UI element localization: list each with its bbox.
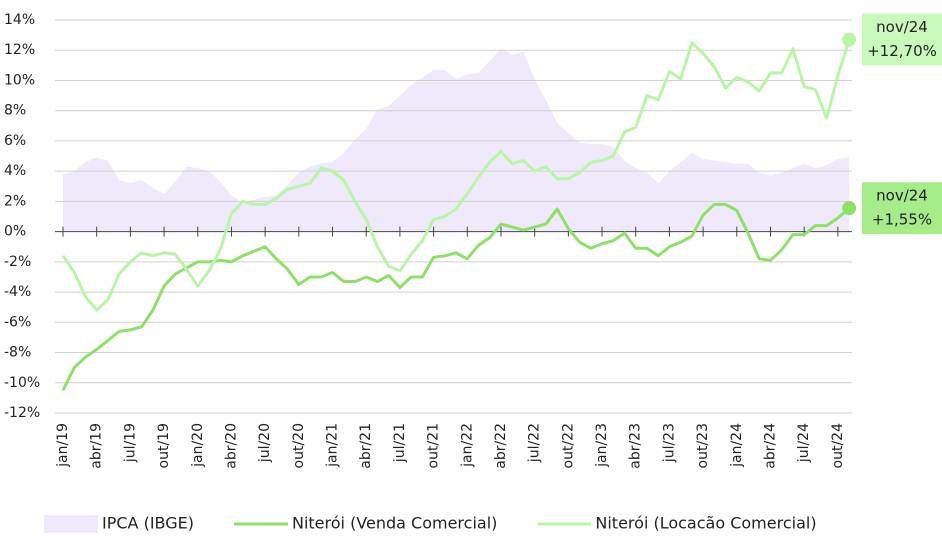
- y-tick-label: -2%: [4, 254, 31, 270]
- x-tick-label: jul/21: [392, 423, 408, 463]
- annotation-text: nov/24: [876, 187, 928, 205]
- y-tick-label: 12%: [4, 42, 35, 58]
- line: [61, 39, 851, 312]
- x-tick-label: out/23: [695, 423, 711, 468]
- x-tick-label: jan/19: [55, 423, 71, 468]
- x-tick-label: jan/22: [459, 423, 475, 468]
- y-tick-label: 10%: [4, 72, 35, 88]
- y-tick-label: -8%: [4, 345, 31, 361]
- x-tick-label: abr/21: [358, 423, 374, 469]
- y-tick-label: 14%: [4, 12, 35, 28]
- x-tick-label: out/22: [560, 423, 576, 468]
- y-tick-label: -10%: [4, 375, 40, 391]
- x-tick-label: abr/24: [762, 423, 778, 469]
- y-tick-label: -12%: [4, 405, 40, 421]
- end-point: [842, 201, 857, 216]
- annotation-box: [862, 13, 942, 66]
- x-tick-label: jul/22: [527, 423, 543, 463]
- x-tick-label: jan/20: [190, 423, 206, 468]
- x-tick-label: jan/21: [325, 423, 341, 468]
- x-tick-label: abr/20: [223, 423, 239, 469]
- x-tick-label: out/21: [426, 423, 442, 468]
- legend-label: Niterói (Locacão Comercial): [595, 514, 816, 533]
- y-tick-label: -4%: [4, 284, 31, 300]
- y-tick-label: 8%: [4, 103, 26, 119]
- legend-label: Niterói (Venda Comercial): [292, 514, 497, 533]
- x-tick-label: out/19: [156, 423, 172, 468]
- y-tick-label: 0%: [4, 224, 26, 240]
- legend-swatch: [44, 515, 98, 533]
- annotation-text: +12,70%: [867, 42, 937, 60]
- x-tick-label: out/20: [291, 423, 307, 468]
- x-tick-label: jul/19: [122, 423, 138, 463]
- x-tick-label: abr/22: [493, 423, 509, 469]
- area: [63, 48, 850, 232]
- x-tick-label: jan/24: [729, 423, 745, 468]
- x-tick-label: out/24: [830, 423, 846, 469]
- x-tick-label: jul/24: [796, 423, 812, 463]
- y-tick-label: 2%: [4, 193, 26, 209]
- end-point: [842, 32, 857, 47]
- x-tick-label: jul/23: [661, 423, 677, 463]
- annotation-text: nov/24: [876, 18, 928, 36]
- y-tick-label: 6%: [4, 133, 26, 149]
- y-tick-label: 4%: [4, 163, 26, 179]
- x-tick-label: abr/19: [89, 423, 105, 469]
- x-tick-label: abr/23: [628, 423, 644, 469]
- legend-label: IPCA (IBGE): [102, 514, 194, 533]
- x-tick-label: jan/23: [594, 423, 610, 468]
- annotation-text: +1,55%: [872, 211, 932, 229]
- annotation-box: [862, 182, 942, 235]
- line: [61, 202, 851, 391]
- y-tick-label: -6%: [4, 314, 31, 330]
- x-tick-label: jul/20: [257, 423, 273, 463]
